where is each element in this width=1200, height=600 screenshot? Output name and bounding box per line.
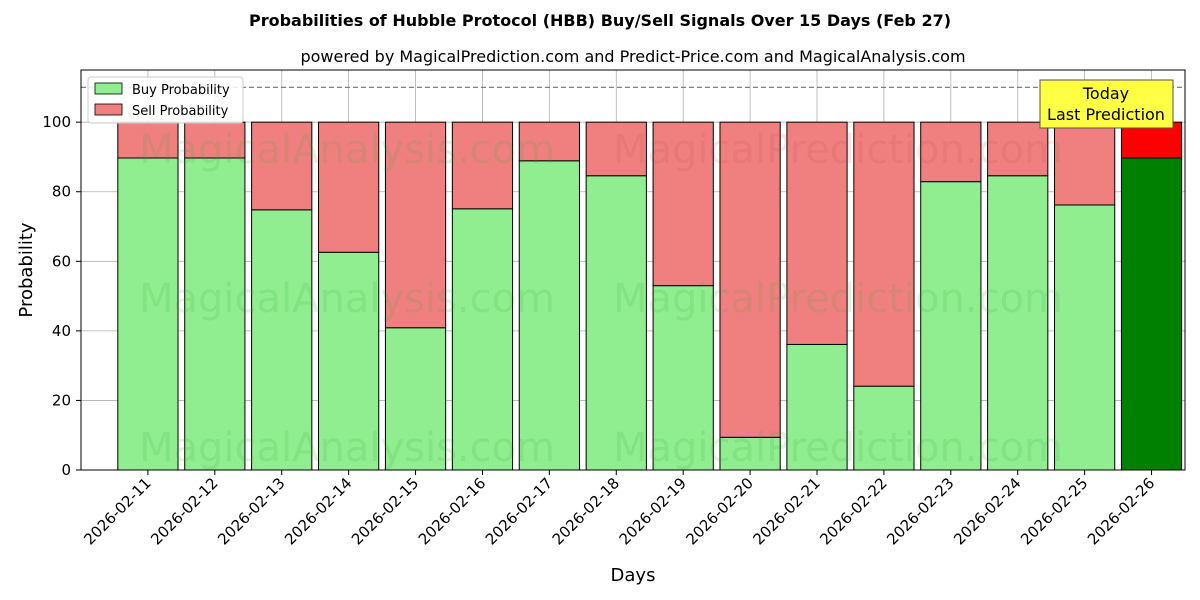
- y-tick-label: 100: [42, 113, 71, 131]
- x-axis-label: Days: [611, 565, 656, 586]
- plot-frame: [80, 69, 1186, 471]
- buy-bar: [184, 157, 246, 471]
- buy-bar: [1120, 157, 1183, 471]
- sell-bar: [384, 121, 447, 329]
- x-tick-label: 2026-02-22: [816, 474, 890, 548]
- watermark-prediction-middle: MagicalPrediction.com: [613, 276, 1063, 322]
- bars: [117, 121, 1183, 471]
- annotation-box: [1039, 79, 1174, 129]
- y-axis-label: Probability: [16, 222, 37, 317]
- sell-bar: [987, 121, 1049, 177]
- watermark-prediction-top: MagicalPrediction.com: [613, 127, 1063, 173]
- watermark-analysis-bottom: MagicalAnalysis.com: [139, 425, 555, 471]
- buy-bar: [719, 436, 781, 471]
- chart-subtitle: powered by MagicalPrediction.com and Pre…: [300, 47, 965, 66]
- legend-label-sell: Sell Probability: [132, 104, 229, 119]
- annotation-line-today: Today: [1082, 84, 1129, 103]
- sell-bar: [251, 121, 313, 211]
- y-tick-label: 40: [52, 322, 71, 340]
- x-tick-label: 2026-02-18: [549, 474, 623, 548]
- x-tick-label: 2026-02-11: [80, 474, 154, 548]
- today-annotation: Today Last Prediction: [1039, 79, 1174, 129]
- buy-bar: [1054, 204, 1116, 471]
- x-tick-label: 2026-02-15: [348, 474, 422, 548]
- sell-bar: [318, 121, 380, 253]
- sell-bar: [853, 121, 915, 387]
- x-tick-label: 2026-02-12: [147, 474, 221, 548]
- x-tick-label: 2026-02-24: [950, 474, 1024, 548]
- sell-bar: [518, 121, 580, 162]
- buy-bar: [585, 175, 647, 471]
- x-tick-label: 2026-02-20: [683, 474, 757, 548]
- sell-bar: [719, 121, 781, 438]
- sell-bar: [652, 121, 714, 287]
- x-tick-label: 2026-02-14: [281, 474, 355, 548]
- buy-bar: [652, 285, 714, 471]
- buy-bar: [384, 327, 447, 471]
- legend-swatch-sell: [94, 103, 123, 116]
- sell-bar: [451, 121, 514, 210]
- y-tick-label: 80: [52, 183, 71, 201]
- legend: Buy Probability Sell Probability: [87, 76, 244, 124]
- buy-bar: [518, 160, 580, 471]
- y-tick-label: 20: [52, 391, 71, 409]
- buy-bar: [251, 209, 313, 471]
- watermarks: MagicalAnalysis.com MagicalPrediction.co…: [139, 127, 1063, 471]
- buy-bar: [920, 181, 982, 471]
- buy-bar: [853, 385, 915, 471]
- x-tick-label: 2026-02-13: [214, 474, 288, 548]
- x-tick-label: 2026-02-23: [883, 474, 957, 548]
- watermark-prediction-bottom: MagicalPrediction.com: [613, 425, 1063, 471]
- sell-bar: [920, 121, 982, 183]
- sell-bar: [1054, 121, 1116, 206]
- x-tick-label: 2026-02-19: [616, 474, 690, 548]
- watermark-analysis-middle: MagicalAnalysis.com: [139, 276, 555, 322]
- legend-label-buy: Buy Probability: [132, 83, 230, 98]
- watermark-analysis-top: MagicalAnalysis.com: [139, 127, 555, 173]
- buy-bar: [318, 251, 380, 471]
- x-tick-label: 2026-02-25: [1017, 474, 1091, 548]
- x-tick-label: 2026-02-16: [415, 474, 489, 548]
- sell-bar: [786, 121, 848, 345]
- legend-box: [87, 76, 244, 124]
- buy-bar: [786, 343, 848, 471]
- chart-title: Probabilities of Hubble Protocol (HBB) B…: [249, 11, 951, 30]
- y-tick-label: 60: [52, 252, 71, 270]
- x-tick-label: 2026-02-26: [1084, 474, 1158, 548]
- x-tick-label: 2026-02-21: [749, 474, 823, 548]
- annotation-line-last-prediction: Last Prediction: [1047, 105, 1165, 124]
- sell-bar: [585, 121, 647, 177]
- buy-bar: [451, 208, 514, 471]
- y-tick-label: 0: [61, 461, 71, 479]
- legend-swatch-buy: [94, 82, 123, 95]
- x-tick-label: 2026-02-17: [482, 474, 556, 548]
